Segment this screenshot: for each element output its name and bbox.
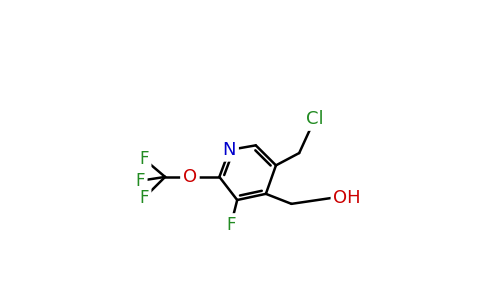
Text: OH: OH (333, 189, 361, 207)
Text: O: O (183, 168, 197, 186)
Text: N: N (223, 141, 236, 159)
Text: F: F (139, 189, 149, 207)
Text: F: F (136, 172, 145, 190)
Text: Cl: Cl (306, 110, 323, 128)
Text: F: F (226, 216, 236, 234)
Text: F: F (139, 150, 149, 168)
